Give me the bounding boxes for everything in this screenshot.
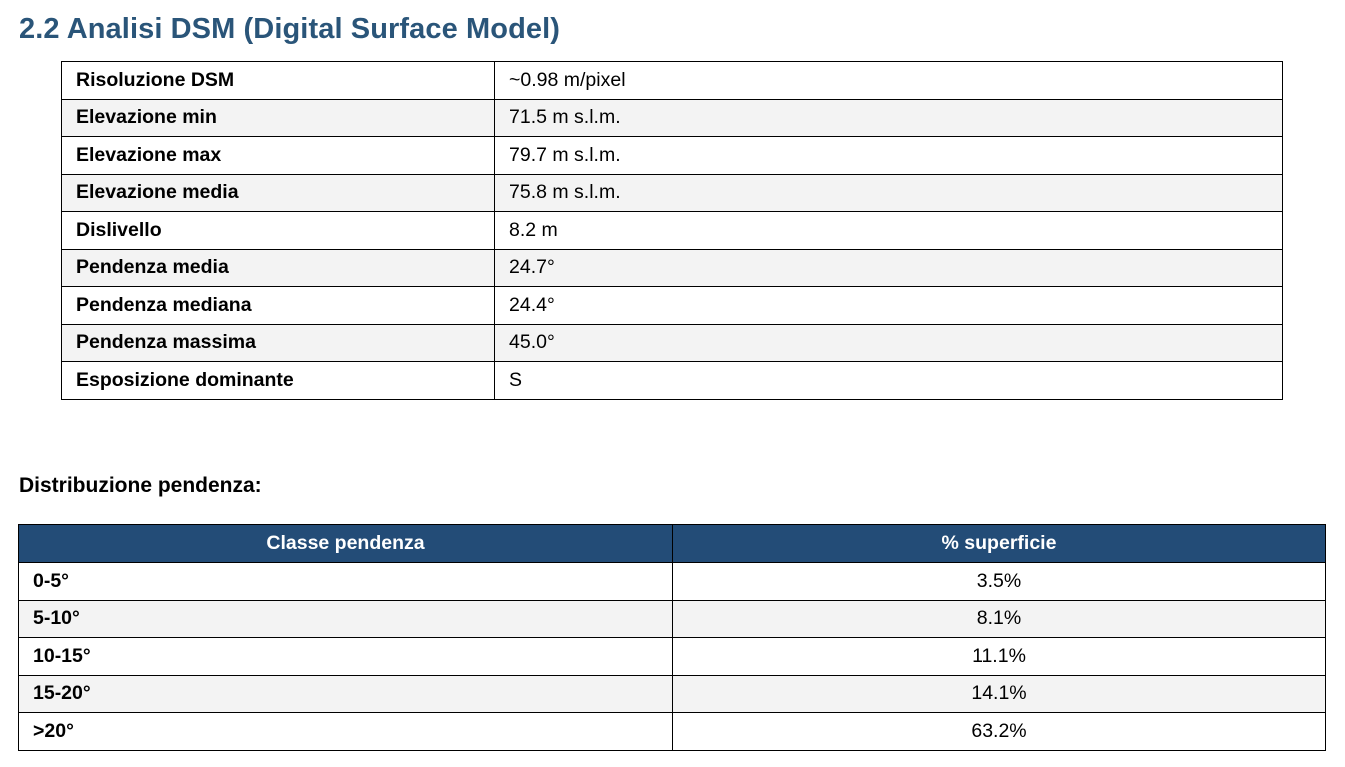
table-row: Elevazione min 71.5 m s.l.m.	[61, 98, 1283, 137]
property-value: S	[494, 361, 1283, 400]
property-value: 8.2 m	[494, 211, 1283, 250]
column-header-class: Classe pendenza	[18, 524, 673, 563]
table-row: Dislivello 8.2 m	[61, 211, 1283, 250]
table-row: 0-5° 3.5%	[18, 562, 1326, 601]
slope-class: >20°	[18, 712, 673, 751]
table-row: Elevazione max 79.7 m s.l.m.	[61, 136, 1283, 175]
table-row: 10-15° 11.1%	[18, 637, 1326, 676]
table-header-row: Classe pendenza % superficie	[18, 524, 1326, 563]
surface-percent: 14.1%	[672, 674, 1326, 713]
property-value: 24.4°	[494, 286, 1283, 325]
table-row: 15-20° 14.1%	[18, 674, 1326, 713]
table-row: Risoluzione DSM ~0.98 m/pixel	[61, 61, 1283, 100]
property-label: Risoluzione DSM	[61, 61, 495, 100]
slope-distribution-table: Classe pendenza % superficie 0-5° 3.5% 5…	[18, 524, 1326, 751]
property-value: 79.7 m s.l.m.	[494, 136, 1283, 175]
table-row: Pendenza massima 45.0°	[61, 323, 1283, 362]
property-label: Pendenza media	[61, 248, 495, 287]
slope-class: 5-10°	[18, 599, 673, 638]
slope-class: 15-20°	[18, 674, 673, 713]
surface-percent: 63.2%	[672, 712, 1326, 751]
property-label: Elevazione media	[61, 173, 495, 212]
slope-class: 10-15°	[18, 637, 673, 676]
property-label: Dislivello	[61, 211, 495, 250]
property-value: ~0.98 m/pixel	[494, 61, 1283, 100]
property-value: 71.5 m s.l.m.	[494, 98, 1283, 137]
table-row: Pendenza mediana 24.4°	[61, 286, 1283, 325]
property-value: 24.7°	[494, 248, 1283, 287]
property-label: Pendenza mediana	[61, 286, 495, 325]
surface-percent: 11.1%	[672, 637, 1326, 676]
table-row: Esposizione dominante S	[61, 361, 1283, 400]
property-value: 75.8 m s.l.m.	[494, 173, 1283, 212]
property-label: Elevazione min	[61, 98, 495, 137]
table-row: Pendenza media 24.7°	[61, 248, 1283, 287]
section-title: 2.2 Analisi DSM (Digital Surface Model)	[19, 13, 561, 45]
surface-percent: 8.1%	[672, 599, 1326, 638]
property-label: Pendenza massima	[61, 323, 495, 362]
table-row: 5-10° 8.1%	[18, 599, 1326, 638]
distribution-title: Distribuzione pendenza:	[19, 474, 262, 497]
property-label: Elevazione max	[61, 136, 495, 175]
table-row: Elevazione media 75.8 m s.l.m.	[61, 173, 1283, 212]
slope-class: 0-5°	[18, 562, 673, 601]
property-label: Esposizione dominante	[61, 361, 495, 400]
column-header-percent: % superficie	[672, 524, 1326, 563]
property-value: 45.0°	[494, 323, 1283, 362]
table-row: >20° 63.2%	[18, 712, 1326, 751]
surface-percent: 3.5%	[672, 562, 1326, 601]
dsm-properties-table: Risoluzione DSM ~0.98 m/pixel Elevazione…	[61, 61, 1283, 400]
